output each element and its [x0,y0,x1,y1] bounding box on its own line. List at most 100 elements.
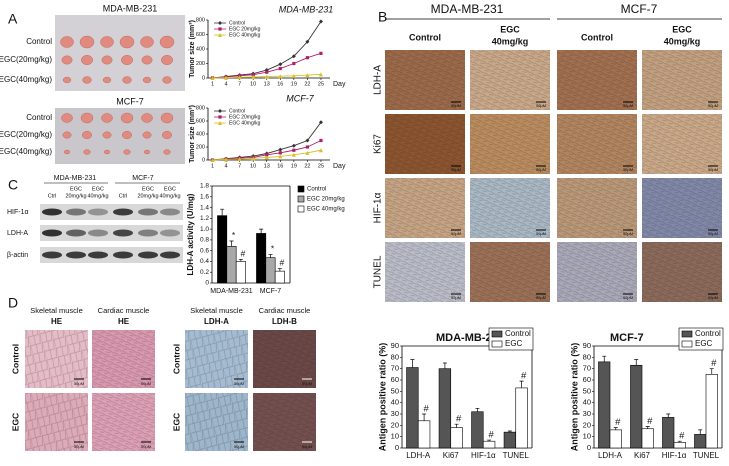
chart-title: MDA-MB-231 [436,332,504,344]
point [305,39,310,44]
panel-label: A [8,11,18,27]
legend-label: Control [505,329,531,338]
tumor [81,55,93,65]
panel-label: B [378,9,387,25]
protein-label: LDH-A [7,230,28,237]
point [305,73,310,78]
tumor [119,35,135,49]
blot-band [160,208,180,216]
tissue-header: Cardiac muscle [259,306,311,315]
legend-marker [218,33,222,37]
y-tick-label: 30 [583,409,591,418]
stain-header: HE [51,317,63,326]
bar [417,420,431,449]
legend-label: EGC 40mg/kg [229,32,261,38]
tumor [123,149,131,155]
scale-bar-label: 50μM [623,295,633,300]
point [278,62,283,67]
bar [256,233,267,284]
point [224,75,229,80]
error-bar [422,413,427,421]
row-label: LDH-A [373,65,384,95]
legend-marker [218,27,222,31]
x-tick-label: 4 [225,163,228,169]
legend-label: Control [229,108,245,114]
y-tick-label: 20 [391,420,399,429]
blot-band [160,229,180,237]
tumor [163,149,171,155]
scale-bar-label: 50μM [451,167,461,172]
bar [641,428,654,449]
tumor [101,55,113,65]
lane-label: EGC [70,186,82,192]
error-bar [613,427,618,430]
column-header: Control [581,32,613,42]
y-tick-label: 200 [196,144,205,150]
point [319,138,323,143]
tumor [159,35,175,49]
point [291,143,296,148]
point [237,157,242,162]
column-header: Control [409,32,441,42]
y-tick-label: 50 [583,386,591,395]
tumor [162,131,172,139]
bar [515,387,528,449]
x-tick-label: Ki67 [634,451,651,460]
y-tick-label: 400 [196,131,205,137]
tumor [60,36,74,48]
x-tick-label: HIF-1α [662,451,687,460]
y-tick-label: 0 [395,443,399,452]
tumor [102,131,112,139]
row-label: EGC [10,413,20,431]
tumor [120,112,134,124]
tumor [161,55,173,65]
blot-band [88,251,108,259]
tissue-texture [25,330,88,388]
scale-bar-label: 50μM [536,295,546,300]
y-tick-label: 1.6 [200,193,209,200]
y-tick-label: 70 [391,364,399,373]
y-tick-label: 800 [196,17,205,23]
row-label: Ki67 [373,134,384,154]
blot-strip [40,225,183,241]
point [251,74,256,79]
chart-title: MDA-MB-231 [279,4,334,14]
micrograph-texture [385,50,465,110]
significance-mark: # [615,417,621,428]
blot-band [113,208,133,216]
legend-swatch [491,340,503,348]
y-tick-label: 10 [391,432,399,441]
bar [694,434,707,449]
scale-bar-label: 50μM [708,167,718,172]
error-bar [238,258,243,262]
micrograph-texture [642,178,722,238]
scale-bar-label: 50μM [536,103,546,108]
tumor [162,76,172,84]
legend-label: Control [307,187,326,193]
y-tick-label: 80 [583,352,591,361]
point [264,155,269,160]
blot-band [138,251,158,259]
x-tick-label: 19 [291,81,297,87]
tumor [80,112,94,124]
y-axis-label: Tumor size (mm³) [189,105,196,163]
error-bar [475,407,480,412]
point [291,73,296,78]
scale-bar-label: 50μM [708,231,718,236]
significance-mark: # [279,258,284,268]
x-tick-label: 13 [264,163,270,169]
tumor [83,149,91,155]
point [251,73,255,77]
error-bar [454,423,459,428]
lane-label: EGC [92,186,104,192]
x-tick-label: 7 [238,163,241,169]
tissue-texture [92,393,155,451]
protein-label: β-actin [7,252,28,259]
row-label: EGC(20mg/kg) [0,130,52,139]
row-label: Control [26,113,52,122]
point [319,51,323,55]
y-tick-label: 90 [583,341,591,350]
lane-label: 40mg/kg [159,193,180,199]
point [251,156,256,161]
